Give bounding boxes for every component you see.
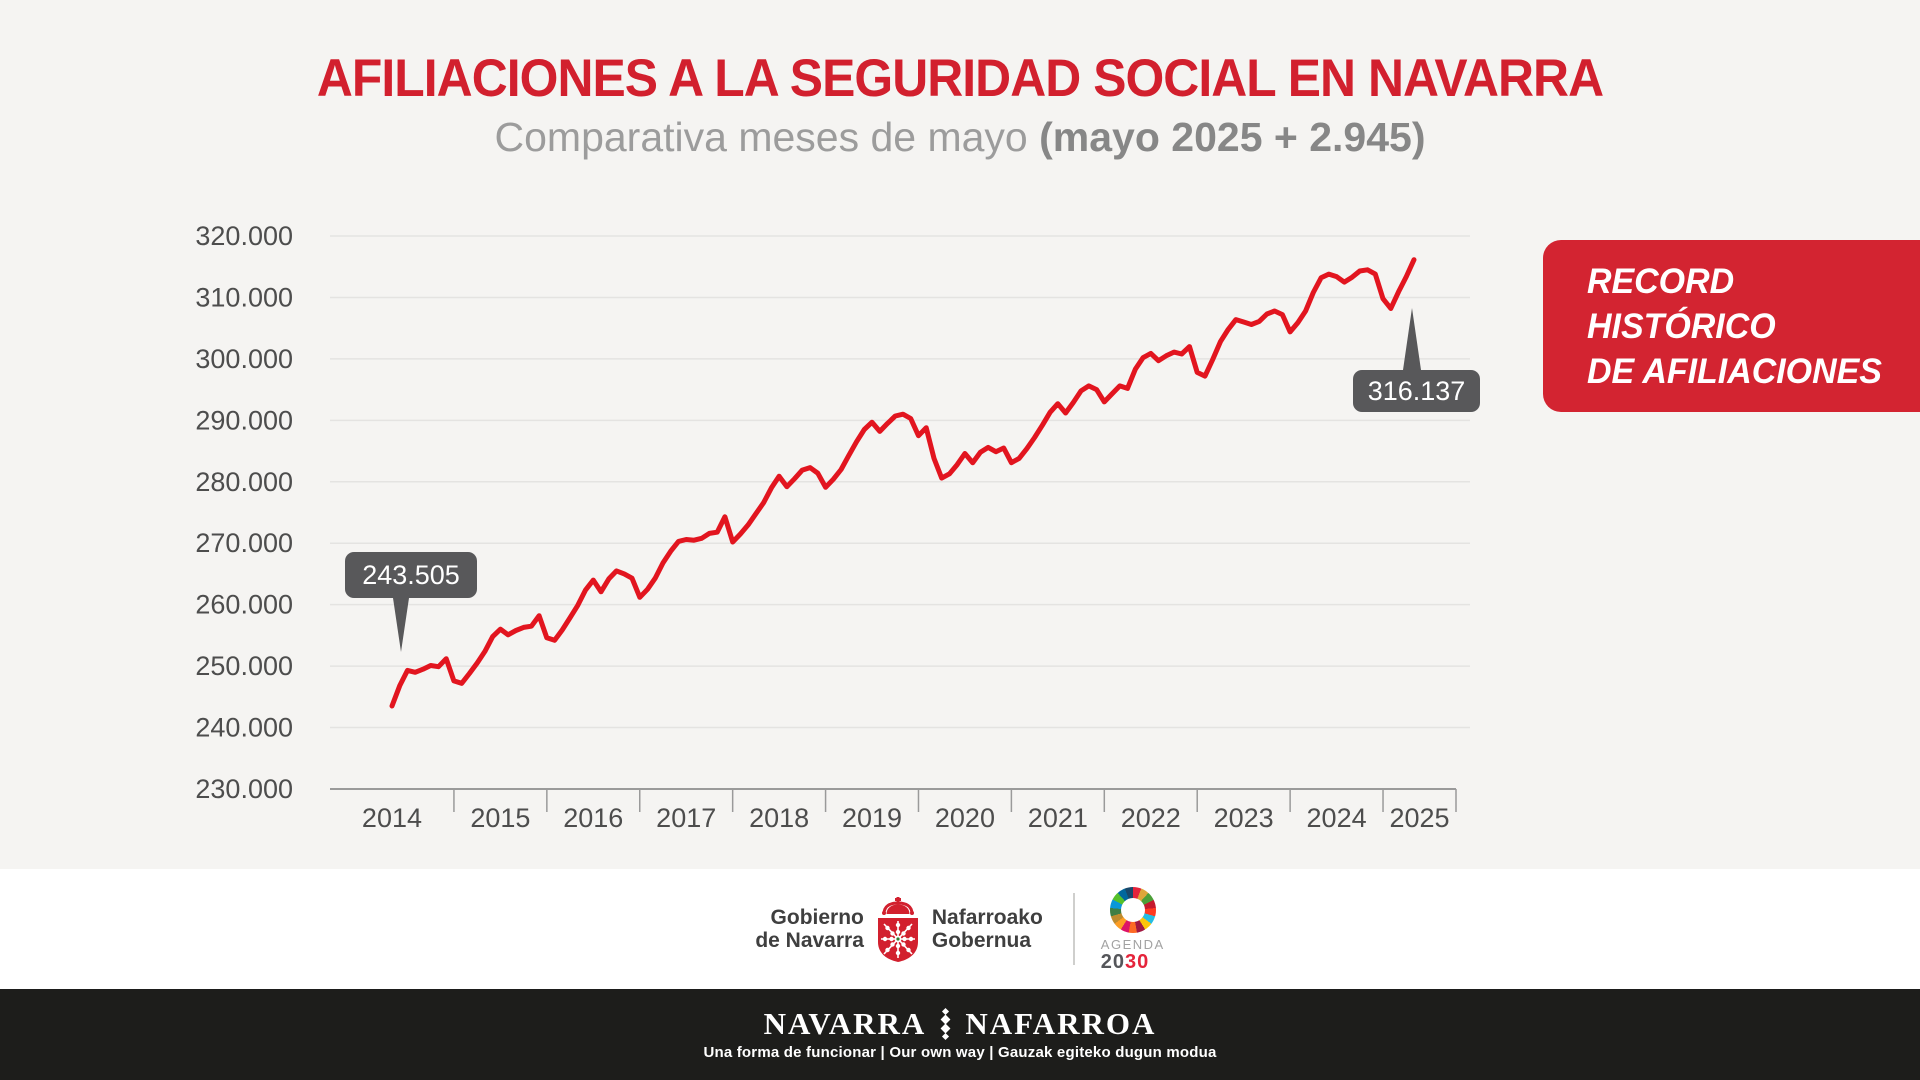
subtitle-bold: (mayo 2025 + 2.945) — [1039, 114, 1426, 160]
navarra-brand-bar: NAVARRA NAFARROA Una forma de funcionar … — [0, 989, 1920, 1080]
navarra-shield-icon — [877, 897, 918, 962]
record-badge-line2: HISTÓRICO — [1587, 307, 1776, 346]
navarra-wordmark: NAVARRA NAFARROA — [763, 1006, 1157, 1041]
svg-text:2016: 2016 — [563, 803, 623, 833]
sdg-wheel-icon — [1109, 886, 1156, 933]
svg-text:300.000: 300.000 — [195, 344, 293, 374]
svg-text:280.000: 280.000 — [195, 467, 293, 497]
tooltip-tail-up — [1403, 308, 1421, 370]
svg-text:2019: 2019 — [842, 803, 902, 833]
wordmark-nafarroa: NAFARROA — [965, 1006, 1157, 1041]
svg-text:250.000: 250.000 — [195, 651, 293, 681]
agenda-2030-logo: AGENDA 2030 — [1100, 886, 1165, 972]
gobierno-line2: de Navarra — [755, 929, 864, 952]
brand-tagline: Una forma de funcionar | Our own way | G… — [703, 1044, 1217, 1061]
svg-text:2023: 2023 — [1214, 803, 1274, 833]
svg-text:2018: 2018 — [749, 803, 809, 833]
svg-text:270.000: 270.000 — [195, 528, 293, 558]
footer-divider — [1072, 893, 1075, 965]
gobierno-line1: Gobierno — [770, 906, 864, 929]
agenda-year: 2030 — [1101, 952, 1150, 972]
tooltip-tail-down — [393, 598, 409, 652]
start-value-label: 243.505 — [362, 559, 460, 590]
agenda-label: AGENDA — [1100, 936, 1165, 952]
diamond-separator-icon — [940, 1007, 951, 1040]
end-value-label: 316.137 — [1367, 375, 1466, 406]
svg-text:230.000: 230.000 — [195, 774, 293, 804]
svg-text:260.000: 260.000 — [195, 590, 293, 620]
svg-text:2014: 2014 — [362, 803, 422, 833]
record-badge: RECORD HISTÓRICO DE AFILIACIONES — [1543, 240, 1920, 412]
svg-text:2024: 2024 — [1307, 803, 1367, 833]
svg-text:2017: 2017 — [656, 803, 716, 833]
gobierno-text-es: Gobierno de Navarra — [755, 906, 864, 952]
nafarroako-line1: Nafarroako — [931, 906, 1043, 929]
record-badge-line1: RECORD — [1587, 262, 1735, 301]
svg-text:2021: 2021 — [1028, 803, 1088, 833]
svg-text:2015: 2015 — [470, 803, 530, 833]
page-title: AFILIACIONES A LA SEGURIDAD SOCIAL EN NA… — [316, 49, 1604, 108]
gobierno-navarra-logo: Gobierno de Navarra — [755, 894, 1043, 964]
agenda-year-dark: 20 — [1100, 950, 1126, 973]
wordmark-navarra: NAVARRA — [763, 1006, 927, 1041]
svg-text:2025: 2025 — [1389, 803, 1449, 833]
svg-text:320.000: 320.000 — [195, 221, 293, 251]
footer-band: Gobierno de Navarra — [0, 869, 1920, 989]
record-badge-line3: DE AFILIACIONES — [1587, 352, 1882, 391]
page-subtitle: Comparativa meses de mayo (mayo 2025 + 2… — [0, 114, 1920, 161]
gobierno-text-eu: Nafarroako Gobernua — [932, 906, 1043, 952]
end-value-tooltip: 316.137 — [1353, 308, 1480, 412]
svg-text:2022: 2022 — [1121, 803, 1181, 833]
start-value-tooltip: 243.505 — [345, 552, 477, 652]
svg-text:310.000: 310.000 — [195, 282, 293, 312]
agenda-year-red: 30 — [1125, 950, 1150, 973]
svg-text:2020: 2020 — [935, 803, 995, 833]
svg-text:240.000: 240.000 — [195, 713, 293, 743]
nafarroako-line2: Gobernua — [931, 929, 1032, 952]
svg-text:290.000: 290.000 — [195, 405, 293, 435]
subtitle-regular: Comparativa meses de mayo — [494, 114, 1040, 160]
